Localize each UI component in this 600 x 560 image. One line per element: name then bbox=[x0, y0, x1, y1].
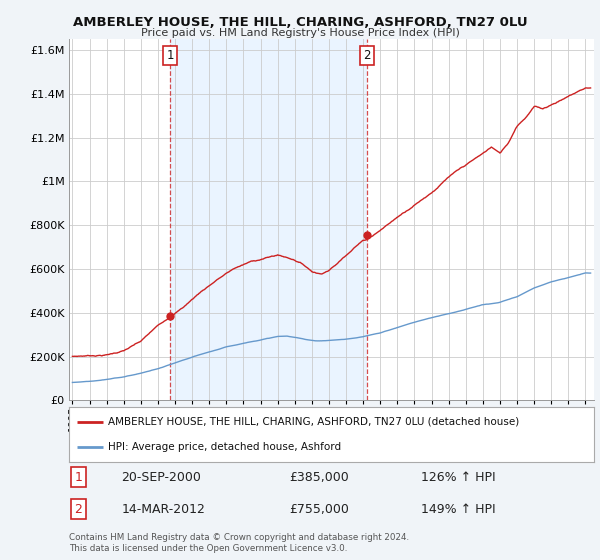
Text: AMBERLEY HOUSE, THE HILL, CHARING, ASHFORD, TN27 0LU: AMBERLEY HOUSE, THE HILL, CHARING, ASHFO… bbox=[73, 16, 527, 29]
Bar bbox=[170, 39, 367, 400]
Text: Contains HM Land Registry data © Crown copyright and database right 2024.
This d: Contains HM Land Registry data © Crown c… bbox=[69, 533, 409, 553]
Text: 20-SEP-2000: 20-SEP-2000 bbox=[121, 471, 202, 484]
Text: 14-MAR-2012: 14-MAR-2012 bbox=[121, 503, 205, 516]
Text: 149% ↑ HPI: 149% ↑ HPI bbox=[421, 503, 496, 516]
Text: £385,000: £385,000 bbox=[290, 471, 349, 484]
Text: 1: 1 bbox=[74, 471, 82, 484]
Text: 1: 1 bbox=[166, 49, 174, 62]
Text: AMBERLEY HOUSE, THE HILL, CHARING, ASHFORD, TN27 0LU (detached house): AMBERLEY HOUSE, THE HILL, CHARING, ASHFO… bbox=[109, 417, 520, 427]
Text: 2: 2 bbox=[74, 503, 82, 516]
Text: 2: 2 bbox=[363, 49, 370, 62]
Text: Price paid vs. HM Land Registry's House Price Index (HPI): Price paid vs. HM Land Registry's House … bbox=[140, 28, 460, 38]
Text: £755,000: £755,000 bbox=[290, 503, 349, 516]
Text: HPI: Average price, detached house, Ashford: HPI: Average price, detached house, Ashf… bbox=[109, 442, 341, 452]
Text: 126% ↑ HPI: 126% ↑ HPI bbox=[421, 471, 496, 484]
